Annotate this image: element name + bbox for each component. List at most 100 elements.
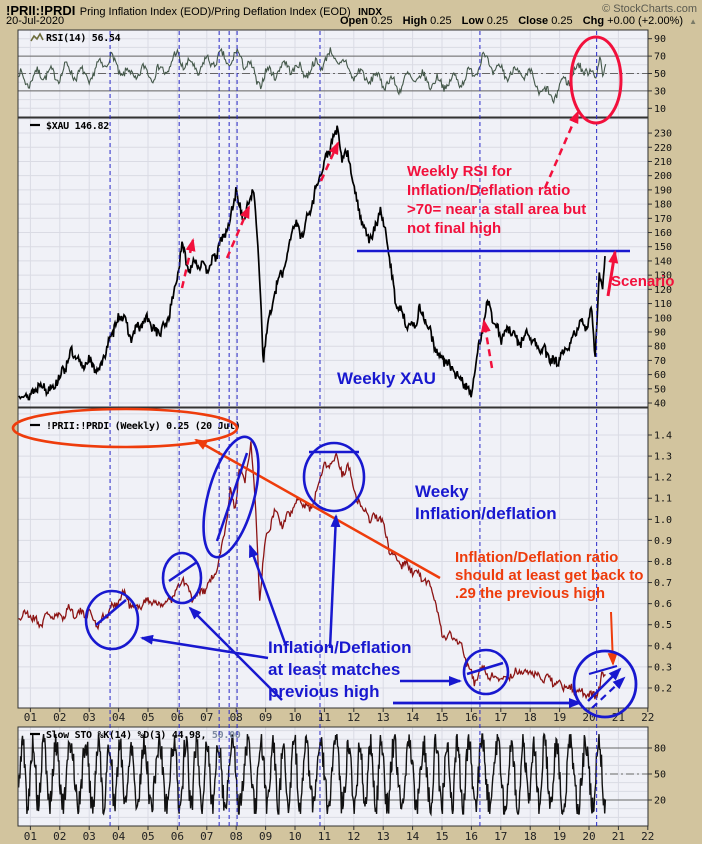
- sto-ytick: 80: [654, 743, 666, 754]
- svg-text:14: 14: [406, 711, 420, 724]
- ratio-ytick: 1.4: [654, 430, 672, 441]
- ratio-panel-label: !PRII:!PRDI (Weekly) 0.25 (20 Jul): [46, 421, 241, 432]
- rsi-panel-label: RSI(14) 56.54: [46, 33, 121, 44]
- svg-text:11: 11: [318, 711, 331, 724]
- title-row: !PRII:!PRDI Pring Inflation Index (EOD)/…: [6, 2, 382, 20]
- xau-panel: 230 220 210 200 190 180 170 160 150 140 130 120 110 1…: [17, 117, 672, 410]
- svg-text:06: 06: [171, 711, 184, 724]
- sto-ytick: 20: [654, 795, 666, 806]
- rsi-panel: 90 70 50 30 10 RSI(14) 56.54: [17, 29, 666, 118]
- match-arrow-4: [328, 514, 341, 649]
- svg-text:02: 02: [53, 711, 66, 724]
- scenario: Scenario: [611, 273, 675, 290]
- svg-text:13: 13: [377, 711, 390, 724]
- xau-ytick: 80: [654, 342, 666, 353]
- svg-text:17: 17: [494, 830, 507, 843]
- sto-series: [17, 732, 607, 817]
- trend-seg-2004: [95, 599, 127, 626]
- xau-ytick: 40: [654, 399, 666, 410]
- chart-header: !PRII:!PRDI Pring Inflation Index (EOD)/…: [0, 0, 702, 28]
- svg-text:14: 14: [406, 830, 420, 843]
- xau-arrow-2008: [225, 205, 251, 259]
- rsi-top-circle: [569, 35, 623, 125]
- sto-ytick: 50: [654, 769, 666, 780]
- svg-text:16: 16: [465, 711, 478, 724]
- exchange-label: INDX: [358, 7, 382, 18]
- svg-text:19: 19: [553, 830, 566, 843]
- xau-ytick: 140: [654, 256, 672, 267]
- scenario-arrow: [606, 250, 619, 297]
- svg-text:04: 04: [112, 711, 126, 724]
- ratio-trendline-arrow: [194, 438, 441, 580]
- svg-text:06: 06: [171, 830, 184, 843]
- svg-text:09: 09: [259, 830, 272, 843]
- rsi-ytick: 10: [654, 104, 666, 115]
- xau-ytick: 180: [654, 200, 672, 211]
- svg-text:05: 05: [141, 711, 154, 724]
- xau-ytick: 50: [654, 384, 666, 395]
- svg-text:01: 01: [24, 711, 37, 724]
- xau-ytick: 60: [654, 370, 666, 381]
- breakout-circle-2020: [572, 649, 638, 719]
- trend-seg-2006: [168, 560, 198, 583]
- change-value: +0.00 (+2.00%): [607, 15, 684, 27]
- svg-text:07: 07: [200, 711, 213, 724]
- chart-date: 20-Jul-2020: [6, 15, 65, 27]
- close-value: 0.25: [551, 15, 573, 27]
- xau-ytick: 210: [654, 157, 672, 168]
- ratio-ytick: 1.0: [654, 515, 672, 526]
- symbol: !PRII:!PRDI: [6, 3, 76, 18]
- ratio-note: Inflation/Deflation ratio should at leas…: [455, 549, 644, 602]
- svg-text:07: 07: [200, 830, 213, 843]
- svg-text:08: 08: [230, 830, 243, 843]
- svg-text:17: 17: [494, 711, 507, 724]
- symbol-description: Pring Inflation Index (EOD)/Pring Deflat…: [79, 6, 351, 18]
- svg-text:21: 21: [612, 830, 625, 843]
- svg-text:12: 12: [347, 711, 360, 724]
- rsi-note: Weekly RSI for Inflation/Deflation ratio…: [407, 163, 587, 237]
- matches-note: Inflation/Deflation at least matches pre…: [268, 638, 412, 701]
- match-arrow-3: [248, 544, 288, 647]
- open-label: Open: [339, 15, 369, 27]
- rsi-ytick: 90: [654, 34, 666, 45]
- svg-text:18: 18: [524, 830, 537, 843]
- sto-panel-label: Slow STO %K(14) %D(3) 44.98, 50.00: [46, 730, 241, 741]
- svg-text:09: 09: [259, 711, 272, 724]
- breakout-ellipse-2008: [202, 435, 260, 559]
- svg-text:08: 08: [230, 711, 243, 724]
- ratio-ytick: 1.1: [654, 494, 672, 505]
- ratio-ytick: 0.2: [654, 683, 672, 694]
- trend-seg-2020: [588, 664, 618, 676]
- match-circle-2006: [161, 551, 203, 605]
- xau-arrow-2006: [180, 238, 196, 289]
- weekly-xau: Weekly XAU: [337, 369, 436, 388]
- svg-text:22: 22: [641, 711, 654, 724]
- xau-panel-label: $XAU 146.82: [46, 121, 109, 132]
- ratio-ytick: 0.4: [654, 641, 672, 652]
- quote-row: Open 0.25 High 0.25 Low 0.25 Close 0.25 …: [333, 15, 697, 27]
- xau-ytick: 120: [654, 285, 672, 296]
- target-029-arrow: [607, 611, 618, 666]
- sto-panel: 80 50 20 Slow STO %K(14) %D(3) 44.98, 50.00: [17, 726, 666, 827]
- x-axis-years-2: 01 02 03 04 05 06 07 08 09 10 11 12 13 14 15 16 17 18 19 20…: [24, 826, 654, 843]
- trend-seg-2016: [466, 661, 504, 676]
- match-arrow-1: [140, 634, 269, 660]
- match-arrow-2: [188, 606, 283, 701]
- svg-text:05: 05: [141, 830, 154, 843]
- xau-ytick: 190: [654, 185, 672, 196]
- drawn-annotations: [11, 35, 638, 719]
- close-label: Close: [518, 15, 549, 27]
- svg-text:12: 12: [347, 830, 360, 843]
- rsi-ytick: 30: [654, 86, 666, 97]
- svg-text:10: 10: [288, 830, 301, 843]
- xau-ytick: 90: [654, 327, 666, 338]
- svg-text:15: 15: [435, 830, 448, 843]
- svg-text:15: 15: [435, 711, 448, 724]
- xau-ytick: 110: [654, 299, 672, 310]
- ratio-ytick: 0.5: [654, 620, 672, 631]
- label-circle: [11, 407, 239, 449]
- ratio-ytick: 1.3: [654, 452, 672, 463]
- xau-ytick: 150: [654, 242, 672, 253]
- change-label: Chg: [582, 15, 605, 27]
